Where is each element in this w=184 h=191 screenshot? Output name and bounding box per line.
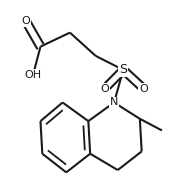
Text: O: O [21,16,30,26]
Text: O: O [100,83,109,94]
Text: S: S [119,63,127,76]
Text: O: O [139,83,148,94]
Text: N: N [110,97,118,108]
Text: OH: OH [24,70,42,79]
